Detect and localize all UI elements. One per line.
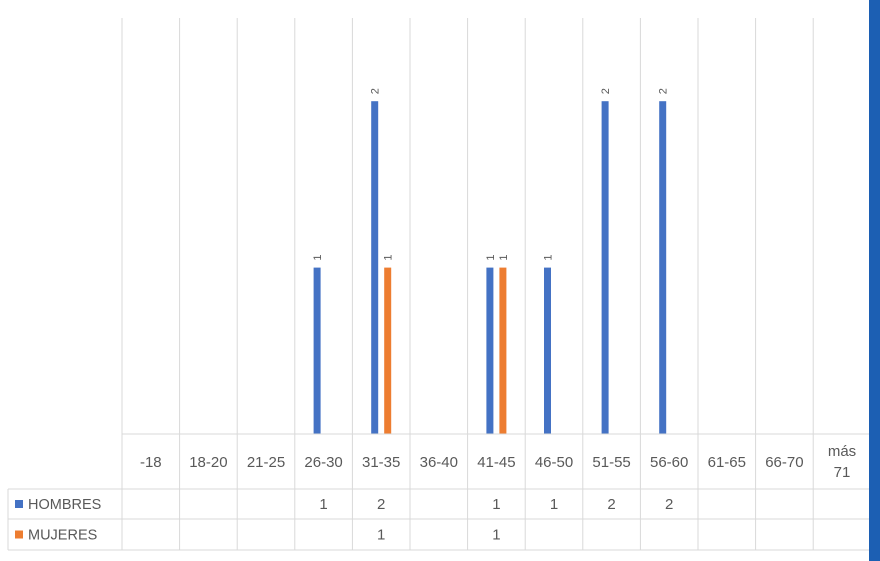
data-labels: 121 12 21 1 xyxy=(312,88,670,261)
table-value: 1 xyxy=(319,496,327,513)
bar-hombres xyxy=(371,101,379,434)
category-label: 31-35 xyxy=(362,454,400,471)
category-label: más xyxy=(828,443,856,460)
category-label: 56-60 xyxy=(650,454,688,471)
category-label: 71 xyxy=(834,464,851,481)
bar-mujeres xyxy=(499,267,507,434)
bar-hombres xyxy=(313,267,321,434)
table-value: 2 xyxy=(607,496,615,513)
category-label: 18-20 xyxy=(189,454,227,471)
category-label: 36-40 xyxy=(420,454,458,471)
category-label: 41-45 xyxy=(477,454,515,471)
grid-lines xyxy=(121,18,872,489)
legend-key-hombres xyxy=(15,500,23,508)
table-value: 1 xyxy=(377,527,385,544)
bar-hombres xyxy=(601,101,609,434)
table-value: 2 xyxy=(377,496,385,513)
bar-hombres xyxy=(486,267,494,434)
category-label: 66-70 xyxy=(765,454,803,471)
category-label: 51-55 xyxy=(592,454,630,471)
data-table: -18 18-20 21-25 26-30 31-35 36-40 41-45 46-50 51… xyxy=(7,433,872,551)
bar-hombres xyxy=(659,101,667,434)
data-label: 1 xyxy=(312,255,324,261)
data-label: 1 xyxy=(485,255,497,261)
series-name: MUJERES xyxy=(28,528,97,544)
data-label: 1 xyxy=(383,255,395,261)
category-label: 46-50 xyxy=(535,454,573,471)
bar-hombres xyxy=(544,267,551,434)
data-label: 2 xyxy=(370,88,382,94)
table-value: 1 xyxy=(550,496,558,513)
category-label: 21-25 xyxy=(247,454,285,471)
data-label: 2 xyxy=(658,88,670,94)
category-label: 26-30 xyxy=(304,454,342,471)
table-value: 1 xyxy=(492,496,500,513)
window-edge-accent xyxy=(869,0,880,561)
table-value: 1 xyxy=(492,527,500,544)
series-name: HOMBRES xyxy=(28,497,101,513)
data-label: 1 xyxy=(498,255,510,261)
table-value: 2 xyxy=(665,496,673,513)
data-label: 1 xyxy=(543,255,555,261)
legend-key-mujeres xyxy=(15,530,23,539)
category-label: 61-65 xyxy=(708,454,746,471)
bar-mujeres xyxy=(384,267,392,434)
data-label: 2 xyxy=(600,88,612,94)
category-label: -18 xyxy=(140,454,162,471)
bars xyxy=(313,101,667,434)
